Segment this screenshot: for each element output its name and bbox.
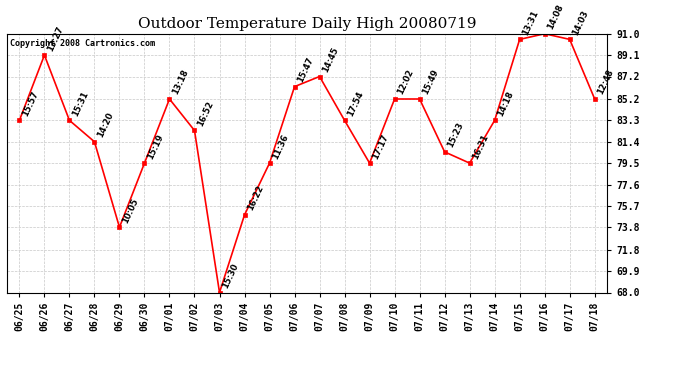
- Text: 17:54: 17:54: [346, 90, 366, 118]
- Text: 12:02: 12:02: [396, 68, 415, 96]
- Text: 14:03: 14:03: [571, 9, 591, 37]
- Text: 13:31: 13:31: [521, 9, 540, 37]
- Text: 16:22: 16:22: [246, 184, 266, 212]
- Text: 14:18: 14:18: [496, 90, 515, 118]
- Text: 15:49: 15:49: [421, 68, 440, 96]
- Text: Copyright 2008 Cartronics.com: Copyright 2008 Cartronics.com: [10, 39, 155, 48]
- Text: 15:30: 15:30: [221, 262, 240, 290]
- Text: 17:17: 17:17: [371, 132, 391, 160]
- Text: 15:31: 15:31: [71, 90, 90, 118]
- Text: 15:19: 15:19: [146, 132, 166, 160]
- Text: 14:08: 14:08: [546, 3, 566, 31]
- Text: 13:18: 13:18: [171, 68, 190, 96]
- Text: 16:31: 16:31: [471, 132, 491, 160]
- Text: 15:47: 15:47: [296, 56, 315, 84]
- Text: 16:52: 16:52: [196, 99, 215, 128]
- Text: 15:57: 15:57: [21, 90, 40, 118]
- Text: 15:23: 15:23: [446, 121, 466, 149]
- Text: 12:48: 12:48: [596, 68, 615, 96]
- Text: 13:27: 13:27: [46, 24, 66, 52]
- Title: Outdoor Temperature Daily High 20080719: Outdoor Temperature Daily High 20080719: [138, 17, 476, 31]
- Text: 14:20: 14:20: [96, 111, 115, 139]
- Text: 10:05: 10:05: [121, 196, 140, 225]
- Text: 11:36: 11:36: [271, 132, 290, 160]
- Text: 14:45: 14:45: [321, 45, 340, 74]
